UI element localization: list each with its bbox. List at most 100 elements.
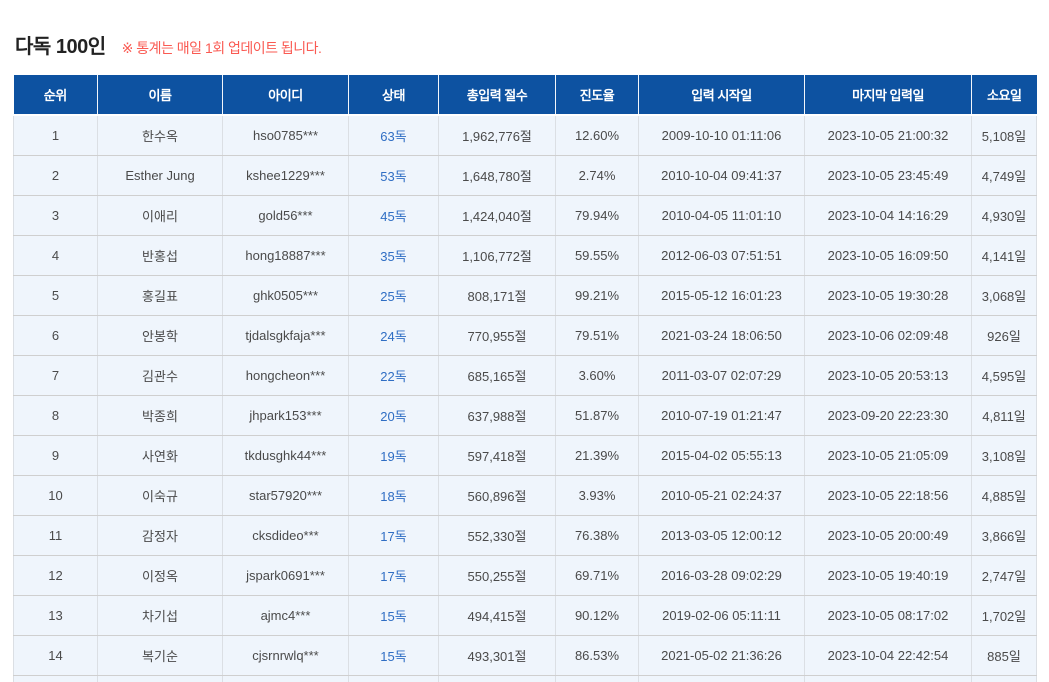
page-title: 다독 100인 [15,36,106,58]
cell-name: 감정자 [97,515,223,556]
cell-name: 한수옥 [97,115,223,156]
cell-id: hongcheon*** [222,355,349,396]
cell-empty [13,675,98,682]
table-row: 9 사연화 tkdusghk44*** 19독 597,418절 21.39% 2015-0… [13,435,1037,476]
cell-days: 2,747일 [971,555,1037,596]
table-row: 4 반홍섭 hong18887*** 35독 1,106,772절 59.55% 2012-… [13,235,1037,276]
cell-progress: 2.74% [555,155,639,196]
column-header-rank: 순위 [13,75,98,116]
cell-id: gold56*** [222,195,349,236]
cell-name: 박종희 [97,395,223,436]
cell-id: cksdideo*** [222,515,349,556]
cell-days: 4,595일 [971,355,1037,396]
cell-status: 15독 [348,595,439,636]
cell-progress: 3.93% [555,475,639,516]
column-header-id: 아이디 [222,75,349,116]
cell-start: 2012-06-03 07:51:51 [638,235,805,276]
cell-id: ajmc4*** [222,595,349,636]
table-row: 1 한수옥 hso0785*** 63독 1,962,776절 12.60% 2009-10… [13,115,1037,156]
cell-progress: 79.94% [555,195,639,236]
cell-empty [222,675,349,682]
cell-start: 2021-03-24 18:06:50 [638,315,805,356]
cell-rank: 1 [13,115,98,156]
cell-progress: 79.51% [555,315,639,356]
cell-days: 926일 [971,315,1037,356]
cell-status: 20독 [348,395,439,436]
cell-id: hso0785*** [222,115,349,156]
cell-empty [804,675,972,682]
cell-last: 2023-10-04 14:16:29 [804,195,972,236]
cell-progress: 3.60% [555,355,639,396]
cell-name: 이숙규 [97,475,223,516]
cell-empty [438,675,556,682]
cell-total: 685,165절 [438,355,556,396]
cell-status: 18독 [348,475,439,516]
cell-status: 19독 [348,435,439,476]
cell-total: 494,415절 [438,595,556,636]
cell-id: kshee1229*** [222,155,349,196]
cell-rank: 3 [13,195,98,236]
cell-progress: 76.38% [555,515,639,556]
cell-status: 15독 [348,635,439,676]
table-row: 5 홍길표 ghk0505*** 25독 808,171절 99.21% 2015-05-1… [13,275,1037,316]
cell-last: 2023-10-06 02:09:48 [804,315,972,356]
table-row: 8 박종희 jhpark153*** 20독 637,988절 51.87% 2010-07… [13,395,1037,436]
table-row: 10 이숙규 star57920*** 18독 560,896절 3.93% 2010-05… [13,475,1037,516]
cell-empty [348,675,439,682]
cell-status: 45독 [348,195,439,236]
cell-name: 차기섭 [97,595,223,636]
cell-name: 복기순 [97,635,223,676]
table-row: 3 이애리 gold56*** 45독 1,424,040절 79.94% 2010-04-… [13,195,1037,236]
cell-name: 김관수 [97,355,223,396]
cell-start: 2019-02-06 05:11:11 [638,595,805,636]
cell-id: tkdusghk44*** [222,435,349,476]
cell-name: 홍길표 [97,275,223,316]
cell-total: 1,106,772절 [438,235,556,276]
table-row: 2 Esther Jung kshee1229*** 53독 1,648,780절 2.7… [13,155,1037,196]
cell-start: 2021-05-02 21:36:26 [638,635,805,676]
cell-days: 1,702일 [971,595,1037,636]
cell-id: cjsrnrwlq*** [222,635,349,676]
cell-last: 2023-10-05 19:40:19 [804,555,972,596]
table-row: 12 이정옥 jspark0691*** 17독 550,255절 69.71% 2016-… [13,555,1037,596]
cell-last: 2023-10-05 20:53:13 [804,355,972,396]
cell-rank: 12 [13,555,98,596]
table-row: 13 차기섭 ajmc4*** 15독 494,415절 90.12% 2019-02-06… [13,595,1037,636]
cell-progress: 90.12% [555,595,639,636]
cell-last: 2023-09-20 22:23:30 [804,395,972,436]
cell-last: 2023-10-05 21:00:32 [804,115,972,156]
cell-name: 안봉학 [97,315,223,356]
cell-progress: 59.55% [555,235,639,276]
cell-days: 3,866일 [971,515,1037,556]
cell-total: 808,171절 [438,275,556,316]
cell-status: 22독 [348,355,439,396]
table-header-row: 순위 이름 아이디 상태 총입력 절수 진도율 입력 시작일 마지막 입력일 소요일 [13,75,1037,116]
cell-start: 2010-05-21 02:24:37 [638,475,805,516]
column-header-start-date: 입력 시작일 [638,75,805,116]
cell-days: 4,749일 [971,155,1037,196]
cell-rank: 11 [13,515,98,556]
cell-total: 1,962,776절 [438,115,556,156]
cell-id: jhpark153*** [222,395,349,436]
cell-empty [97,675,223,682]
cell-start: 2010-04-05 11:01:10 [638,195,805,236]
cell-name: 이애리 [97,195,223,236]
cell-last: 2023-10-05 20:00:49 [804,515,972,556]
cell-empty [638,675,805,682]
cell-total: 552,330절 [438,515,556,556]
cell-rank: 6 [13,315,98,356]
column-header-last-date: 마지막 입력일 [804,75,972,116]
cell-name: 사연화 [97,435,223,476]
cell-start: 2015-04-02 05:55:13 [638,435,805,476]
cell-total: 493,301절 [438,635,556,676]
table-row: 11 감정자 cksdideo*** 17독 552,330절 76.38% 2013-03… [13,515,1037,556]
cell-status: 24독 [348,315,439,356]
cell-total: 637,988절 [438,395,556,436]
table-header: 순위 이름 아이디 상태 총입력 절수 진도율 입력 시작일 마지막 입력일 소요일 [13,75,1037,116]
cell-status: 35독 [348,235,439,276]
cell-days: 885일 [971,635,1037,676]
cell-name: Esther Jung [97,155,223,196]
cell-status: 25독 [348,275,439,316]
cell-last: 2023-10-05 21:05:09 [804,435,972,476]
cell-start: 2010-10-04 09:41:37 [638,155,805,196]
